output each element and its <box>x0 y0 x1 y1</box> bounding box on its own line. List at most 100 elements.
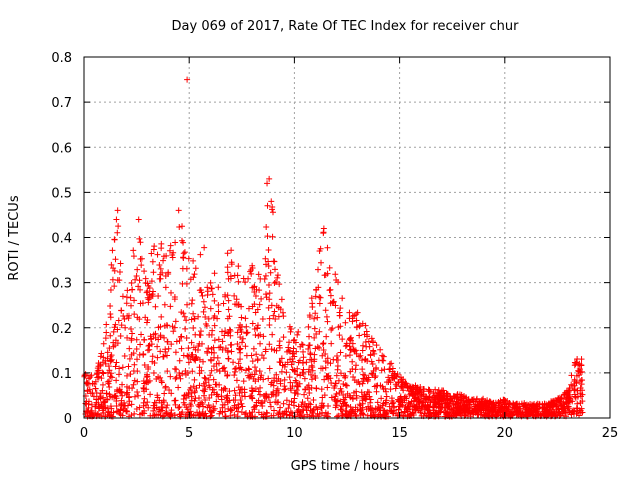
data-point <box>374 382 381 389</box>
data-point <box>301 375 308 382</box>
data-point <box>142 275 149 282</box>
data-point <box>422 410 429 417</box>
data-point <box>113 402 120 409</box>
data-point <box>269 204 276 211</box>
data-point <box>108 370 115 377</box>
data-point <box>204 284 211 291</box>
data-point <box>272 398 279 405</box>
data-point <box>332 271 339 278</box>
data-point <box>262 348 269 355</box>
data-point <box>375 357 382 364</box>
data-point <box>124 408 131 415</box>
data-point <box>88 407 95 414</box>
data-point <box>275 313 282 320</box>
data-point <box>89 380 96 387</box>
data-point <box>224 269 231 276</box>
data-point <box>124 334 131 341</box>
data-point <box>253 402 260 409</box>
data-point <box>388 360 395 367</box>
data-point <box>191 271 198 278</box>
data-point <box>265 375 272 382</box>
data-point <box>297 372 304 379</box>
data-point <box>134 389 141 396</box>
data-point <box>97 353 104 360</box>
data-point <box>161 334 168 341</box>
data-point <box>218 393 225 400</box>
data-point <box>185 353 192 360</box>
data-point <box>157 323 164 330</box>
data-point <box>456 391 463 398</box>
data-point <box>291 353 298 360</box>
data-point <box>300 359 307 366</box>
data-point <box>335 324 342 331</box>
data-point <box>191 388 198 395</box>
data-point <box>130 350 137 357</box>
data-point <box>239 335 246 342</box>
data-point <box>336 332 343 339</box>
data-point <box>536 400 543 407</box>
data-point <box>233 377 240 384</box>
data-point <box>184 301 191 308</box>
data-point <box>471 405 478 412</box>
data-point <box>273 302 280 309</box>
data-point <box>160 257 167 264</box>
data-point <box>294 331 301 338</box>
data-point <box>258 372 265 379</box>
data-point <box>320 340 327 347</box>
data-point <box>97 395 104 402</box>
data-point <box>123 391 130 398</box>
data-point <box>176 404 183 411</box>
data-point <box>116 365 123 372</box>
data-point <box>367 351 374 358</box>
x-tick-label: 5 <box>185 426 193 441</box>
data-point-outlier <box>184 76 191 83</box>
data-point <box>137 286 144 293</box>
data-point <box>115 223 122 230</box>
data-point <box>205 376 212 383</box>
data-point <box>220 387 227 394</box>
data-point <box>119 392 126 399</box>
data-point <box>185 345 192 352</box>
data-point <box>235 401 242 408</box>
data-point <box>140 402 147 409</box>
data-point <box>257 275 264 282</box>
data-point <box>164 322 171 329</box>
data-point <box>574 408 581 415</box>
data-point <box>99 369 106 376</box>
data-point <box>263 224 270 231</box>
data-point <box>324 384 331 391</box>
data-point <box>271 308 278 315</box>
data-point <box>251 283 258 290</box>
data-point <box>221 332 228 339</box>
data-point <box>369 338 376 345</box>
data-point <box>266 290 273 297</box>
data-point <box>345 412 352 419</box>
data-point <box>226 388 233 395</box>
data-point <box>346 352 353 359</box>
data-point <box>119 381 126 388</box>
data-point <box>201 244 208 251</box>
data-point <box>107 332 114 339</box>
data-point <box>196 382 203 389</box>
data-point <box>336 312 343 319</box>
data-point <box>428 397 435 404</box>
data-point <box>234 340 241 347</box>
data-point <box>180 352 187 359</box>
data-point <box>157 265 164 272</box>
data-point <box>282 385 289 392</box>
data-point <box>84 409 91 416</box>
data-point <box>292 413 299 420</box>
data-point <box>347 337 354 344</box>
data-point <box>544 404 551 411</box>
data-point <box>307 401 314 408</box>
data-point <box>423 405 430 412</box>
data-point <box>288 326 295 333</box>
data-point <box>268 346 275 353</box>
data-point <box>112 321 119 328</box>
data-point <box>176 357 183 364</box>
data-point <box>319 365 326 372</box>
data-point <box>187 276 194 283</box>
data-point <box>346 336 353 343</box>
data-point <box>311 372 318 379</box>
data-point <box>197 328 204 335</box>
